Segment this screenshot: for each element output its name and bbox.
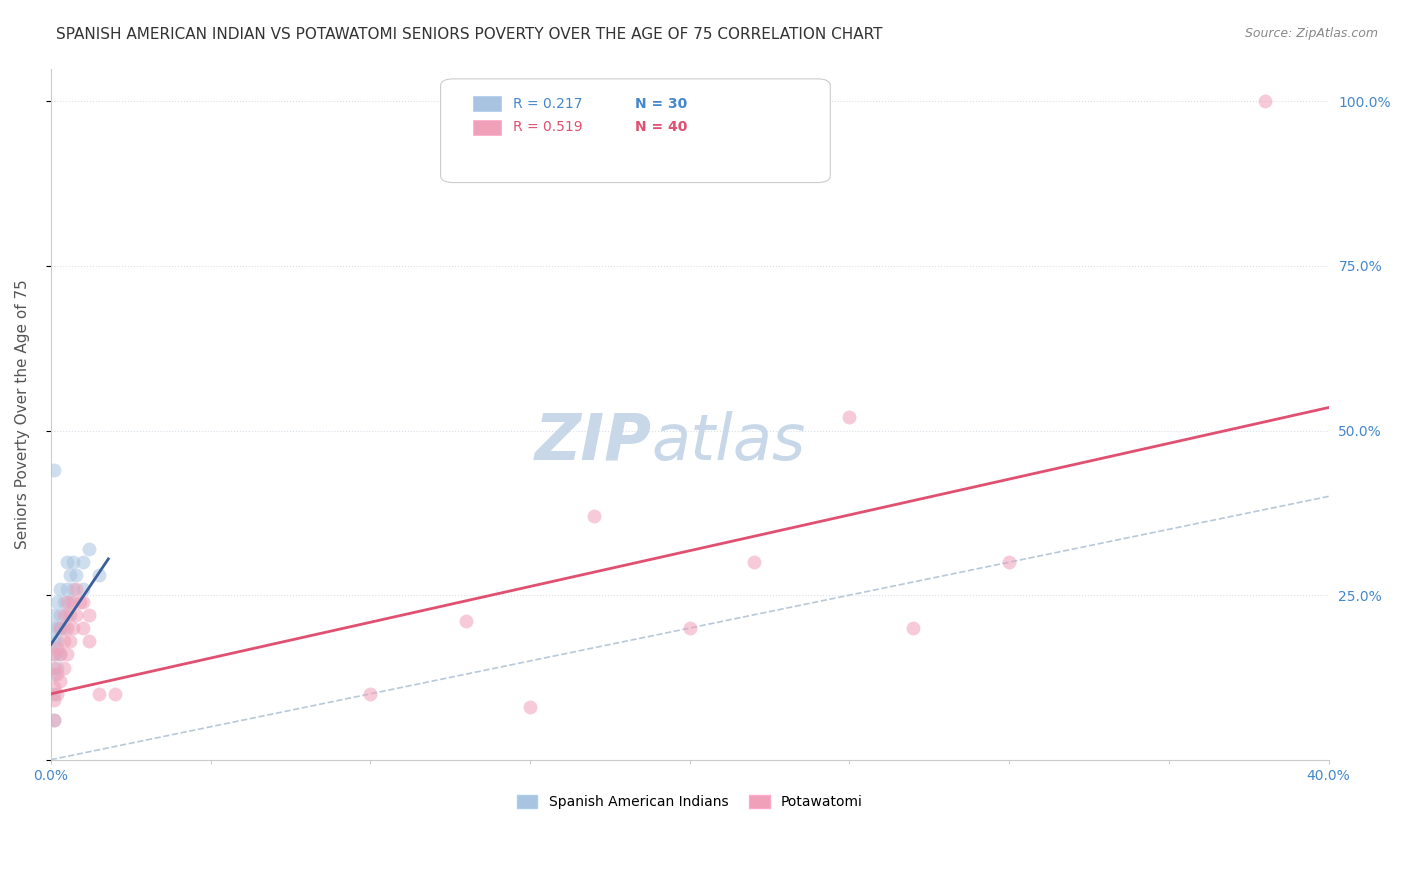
Point <box>49 621 72 635</box>
Point <box>65 568 87 582</box>
Point <box>42 621 65 635</box>
Point <box>104 687 127 701</box>
FancyBboxPatch shape <box>472 120 501 135</box>
Point <box>56 595 79 609</box>
Point <box>42 713 65 727</box>
Point <box>56 555 79 569</box>
Text: N = 30: N = 30 <box>634 96 688 111</box>
Point <box>46 621 69 635</box>
Point <box>42 687 65 701</box>
Point <box>42 648 65 662</box>
Point <box>42 463 65 477</box>
Point <box>62 582 84 596</box>
Point <box>359 687 381 701</box>
Text: atlas: atlas <box>651 410 806 473</box>
Point <box>52 660 75 674</box>
Point <box>62 595 84 609</box>
Point <box>519 700 541 714</box>
Point <box>42 693 65 707</box>
Point <box>456 615 478 629</box>
Point <box>87 568 110 582</box>
Point <box>72 621 94 635</box>
Point <box>56 621 79 635</box>
Point <box>42 634 65 648</box>
Point <box>52 621 75 635</box>
Point <box>46 634 69 648</box>
Point <box>65 607 87 622</box>
Point <box>49 621 72 635</box>
Point <box>679 621 702 635</box>
Point <box>903 621 925 635</box>
Point <box>56 582 79 596</box>
Point <box>52 595 75 609</box>
Point <box>59 607 82 622</box>
Point <box>77 634 100 648</box>
Point <box>49 582 72 596</box>
Text: SPANISH AMERICAN INDIAN VS POTAWATOMI SENIORS POVERTY OVER THE AGE OF 75 CORRELA: SPANISH AMERICAN INDIAN VS POTAWATOMI SE… <box>56 27 883 42</box>
Point <box>77 542 100 557</box>
Point <box>46 595 69 609</box>
Text: N = 40: N = 40 <box>634 120 688 135</box>
Point <box>56 648 79 662</box>
Point <box>838 410 860 425</box>
Y-axis label: Seniors Poverty Over the Age of 75: Seniors Poverty Over the Age of 75 <box>15 279 30 549</box>
Point <box>42 713 65 727</box>
Point <box>77 607 100 622</box>
Text: R = 0.217: R = 0.217 <box>513 96 583 111</box>
Point <box>42 667 65 681</box>
Point <box>62 621 84 635</box>
Text: Source: ZipAtlas.com: Source: ZipAtlas.com <box>1244 27 1378 40</box>
Point <box>87 687 110 701</box>
Point <box>49 607 72 622</box>
Point <box>52 607 75 622</box>
FancyBboxPatch shape <box>472 96 501 112</box>
Point <box>46 660 69 674</box>
Point <box>72 582 94 596</box>
Point <box>52 634 75 648</box>
Point <box>42 648 65 662</box>
Point <box>72 555 94 569</box>
Point <box>72 595 94 609</box>
Point <box>69 595 91 609</box>
Legend: Spanish American Indians, Potawatomi: Spanish American Indians, Potawatomi <box>510 789 869 815</box>
Point <box>42 680 65 694</box>
Point <box>42 660 65 674</box>
Text: ZIP: ZIP <box>534 410 651 473</box>
Point <box>59 568 82 582</box>
Point <box>59 595 82 609</box>
Point <box>49 673 72 688</box>
Point <box>49 648 72 662</box>
Point <box>65 582 87 596</box>
Point <box>42 607 65 622</box>
FancyBboxPatch shape <box>440 78 831 183</box>
Point <box>46 667 69 681</box>
Point <box>56 607 79 622</box>
Point <box>1254 95 1277 109</box>
Point <box>998 555 1021 569</box>
Point <box>59 634 82 648</box>
Point <box>46 640 69 655</box>
Point <box>49 648 72 662</box>
Text: R = 0.519: R = 0.519 <box>513 120 583 135</box>
Point <box>742 555 765 569</box>
Point <box>46 687 69 701</box>
Point <box>62 555 84 569</box>
Point <box>582 509 605 524</box>
